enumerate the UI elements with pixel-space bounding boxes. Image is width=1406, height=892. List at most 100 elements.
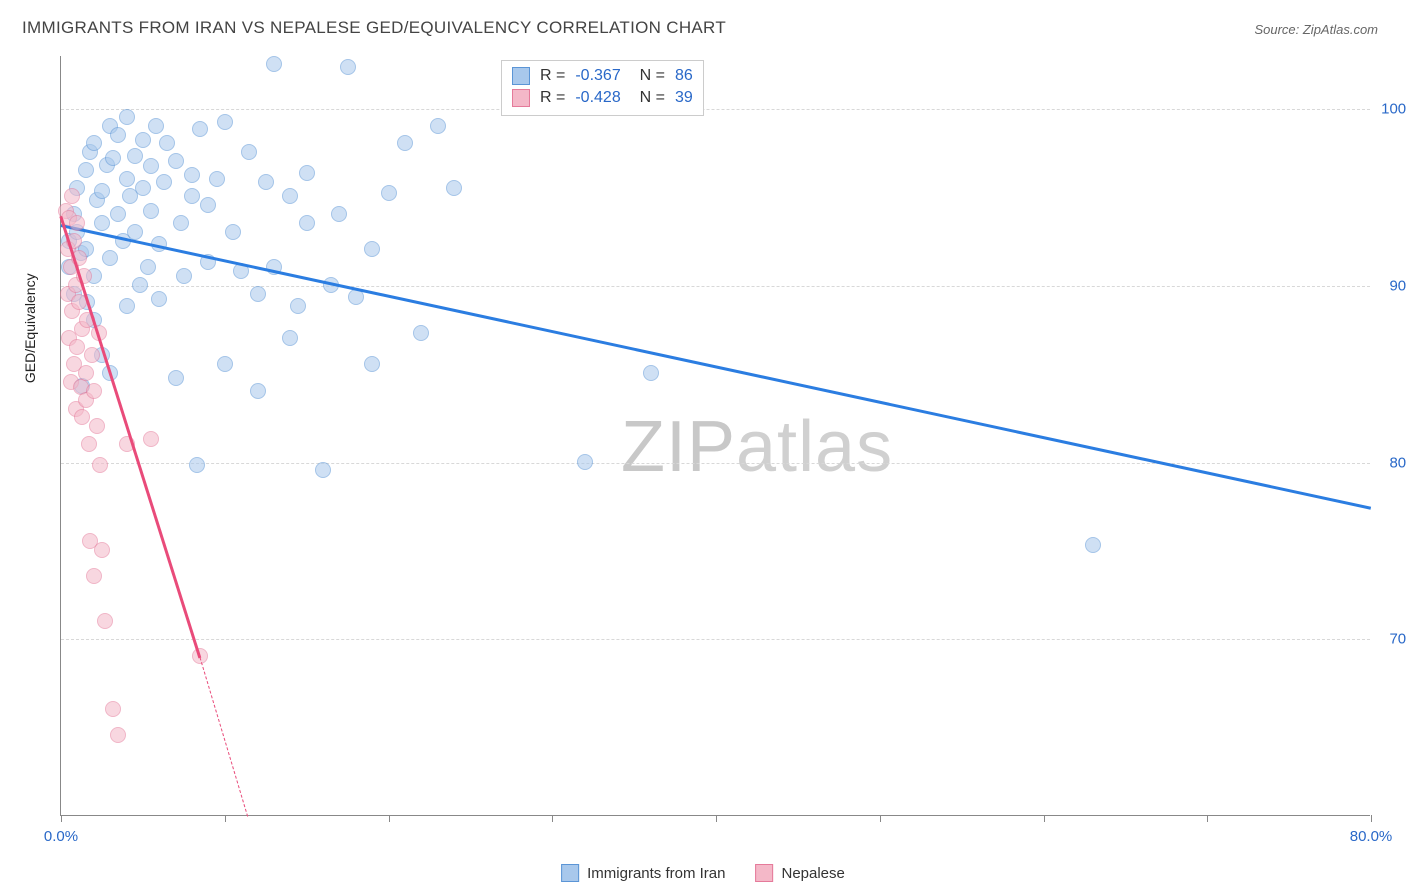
chart-title: IMMIGRANTS FROM IRAN VS NEPALESE GED/EQU… [22,18,726,38]
x-tick [1207,815,1208,822]
scatter-point [381,185,397,201]
scatter-point [119,298,135,314]
scatter-point [143,203,159,219]
scatter-point [225,224,241,240]
scatter-point [102,250,118,266]
scatter-point [127,148,143,164]
scatter-point [430,118,446,134]
scatter-point [364,356,380,372]
x-tick-label: 0.0% [44,828,78,845]
scatter-point [168,153,184,169]
scatter-point [148,118,164,134]
legend-swatch [755,864,773,882]
scatter-point [86,135,102,151]
watermark: ZIPatlas [621,406,893,488]
trend-line [61,224,1372,509]
scatter-point [143,431,159,447]
scatter-point [143,158,159,174]
scatter-point [250,383,266,399]
scatter-point [643,365,659,381]
gridline-h [61,109,1370,110]
stat-n-value: 39 [675,89,693,107]
stat-r-value: -0.428 [575,89,620,107]
stats-row: R = -0.428 N = 39 [512,87,693,109]
x-tick [880,815,881,822]
x-tick [225,815,226,822]
scatter-point [86,568,102,584]
x-tick [1044,815,1045,822]
scatter-point [250,286,266,302]
scatter-point [110,727,126,743]
scatter-point [266,56,282,72]
stats-box: R = -0.367 N = 86R = -0.428 N = 39 [501,60,704,116]
scatter-point [127,224,143,240]
scatter-point [105,150,121,166]
stat-r-label: R = [540,89,565,107]
scatter-point [135,180,151,196]
scatter-point [217,356,233,372]
scatter-point [156,174,172,190]
scatter-point [69,215,85,231]
x-tick [389,815,390,822]
legend-label: Nepalese [781,865,844,882]
scatter-point [119,109,135,125]
y-tick-label: 80.0% [1389,454,1406,471]
scatter-point [69,339,85,355]
scatter-point [241,144,257,160]
plot-area: ZIPatlas70.0%80.0%90.0%100.0%0.0%80.0%R … [60,56,1370,816]
scatter-point [135,132,151,148]
x-tick [1371,815,1372,822]
scatter-point [299,165,315,181]
scatter-point [94,215,110,231]
scatter-point [81,436,97,452]
scatter-point [97,613,113,629]
scatter-point [184,188,200,204]
stat-n-value: 86 [675,67,693,85]
scatter-point [192,121,208,137]
stat-n-label: N = [631,67,665,85]
scatter-point [159,135,175,151]
legend-swatch [512,89,530,107]
stat-n-label: N = [631,89,665,107]
scatter-point [151,291,167,307]
scatter-point [331,206,347,222]
x-tick [716,815,717,822]
scatter-point [94,542,110,558]
scatter-point [290,298,306,314]
y-axis-label: GED/Equivalency [22,273,38,383]
scatter-point [105,701,121,717]
scatter-point [168,370,184,386]
legend-label: Immigrants from Iran [587,865,725,882]
legend-item: Nepalese [755,864,844,882]
scatter-point [84,347,100,363]
scatter-point [315,462,331,478]
scatter-point [282,188,298,204]
trend-line-dashed [200,657,249,816]
source-label: Source: ZipAtlas.com [1254,22,1378,37]
scatter-point [577,454,593,470]
legend-item: Immigrants from Iran [561,864,725,882]
scatter-point [140,259,156,275]
scatter-point [209,171,225,187]
stat-r-label: R = [540,67,565,85]
scatter-point [258,174,274,190]
scatter-point [446,180,462,196]
legend-swatch [561,864,579,882]
scatter-point [340,59,356,75]
scatter-point [92,457,108,473]
scatter-point [78,365,94,381]
x-tick-label: 80.0% [1350,828,1393,845]
legend-swatch [512,67,530,85]
scatter-point [86,383,102,399]
scatter-point [110,127,126,143]
scatter-point [200,197,216,213]
scatter-point [282,330,298,346]
gridline-h [61,639,1370,640]
scatter-point [110,206,126,222]
scatter-point [78,162,94,178]
x-tick [61,815,62,822]
y-tick-label: 90.0% [1389,277,1406,294]
x-tick [552,815,553,822]
scatter-point [299,215,315,231]
scatter-point [176,268,192,284]
